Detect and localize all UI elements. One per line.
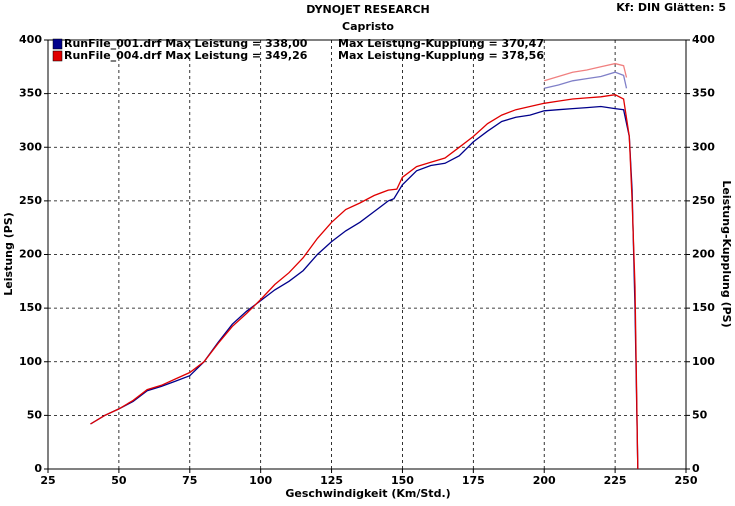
series-line <box>544 62 628 82</box>
y2-tick-label: 100 <box>692 355 715 368</box>
y2-tick-label: 150 <box>692 301 715 314</box>
x-tick-label: 25 <box>40 474 55 487</box>
y2-tick-label: 200 <box>692 248 715 261</box>
series-line <box>90 94 639 470</box>
y-tick-label: 250 <box>19 194 42 207</box>
x-tick-label: 125 <box>320 474 343 487</box>
x-tick-label: 175 <box>462 474 485 487</box>
y-tick-label: 50 <box>27 408 43 421</box>
legend-label: Max Leistung-Kupplung = 370,47 <box>338 37 544 50</box>
y2-tick-label: 350 <box>692 87 715 100</box>
legend-swatch <box>52 38 63 50</box>
legend-label: Max Leistung-Kupplung = 378,56 <box>338 49 544 62</box>
x-tick-label: 100 <box>249 474 272 487</box>
y2-tick-label: 250 <box>692 194 715 207</box>
x-tick-label: 50 <box>111 474 127 487</box>
legend-label: RunFile_001.drf Max Leistung = 338,00 <box>64 37 308 50</box>
y-tick-label: 400 <box>19 33 42 46</box>
y-axis-label: Leistung (PS) <box>2 212 15 295</box>
y2-tick-label: 0 <box>692 462 700 475</box>
settings-label: Kf: DIN Glätten: 5 <box>616 1 726 14</box>
x-tick-label: 200 <box>533 474 556 487</box>
y2-tick-label: 300 <box>692 140 715 153</box>
y2-tick-label: 50 <box>692 408 708 421</box>
x-tick-label: 225 <box>604 474 627 487</box>
legend-swatch <box>52 50 63 62</box>
y2-tick-label: 400 <box>692 33 715 46</box>
series-line <box>544 71 628 89</box>
x-axis-label: Geschwindigkeit (Km/Std.) <box>285 487 450 500</box>
y-tick-label: 200 <box>19 248 42 261</box>
y-tick-label: 0 <box>34 462 42 475</box>
chart-title: DYNOJET RESEARCH <box>306 3 429 16</box>
series-line <box>90 105 639 470</box>
legend-label: RunFile_004.drf Max Leistung = 349,26 <box>64 49 308 62</box>
y-tick-label: 150 <box>19 301 42 314</box>
chart-subtitle: Capristo <box>342 20 394 33</box>
y2-axis-label: Leistung-Kupplung (PS) <box>720 180 733 327</box>
y-tick-label: 300 <box>19 140 42 153</box>
x-tick-label: 75 <box>182 474 197 487</box>
x-tick-label: 150 <box>391 474 414 487</box>
y-tick-label: 350 <box>19 87 42 100</box>
y-tick-label: 100 <box>19 355 42 368</box>
x-tick-label: 250 <box>675 474 698 487</box>
